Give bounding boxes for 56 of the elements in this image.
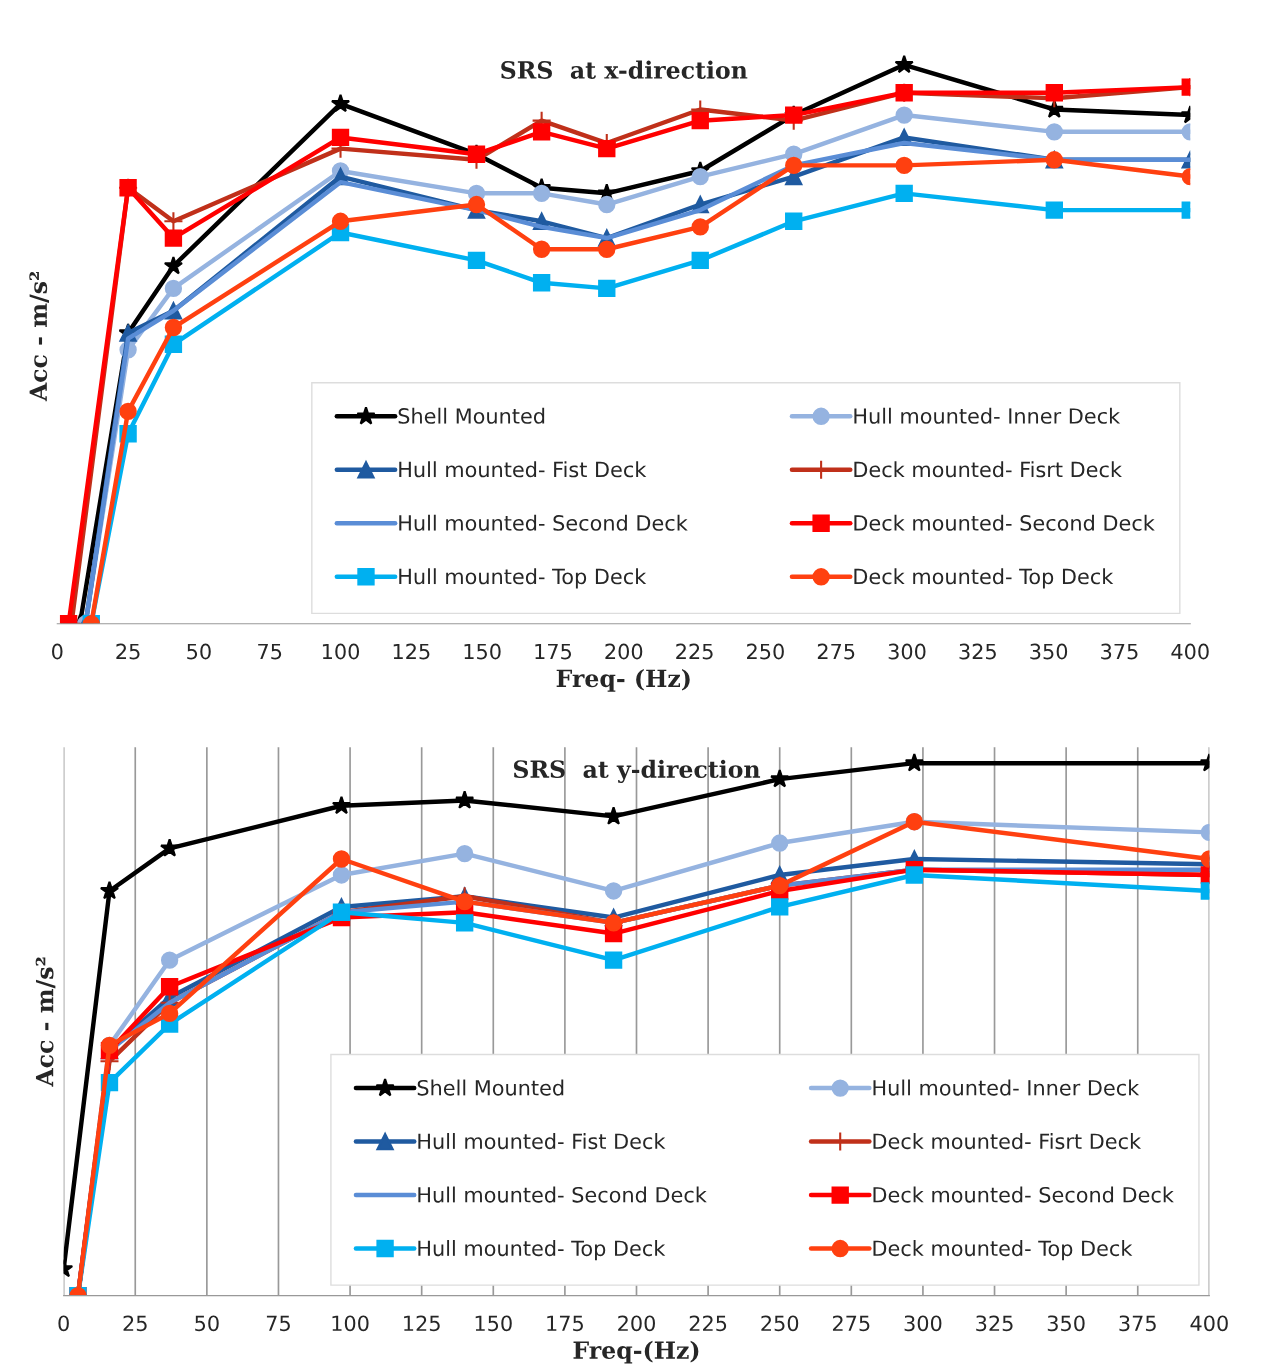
x-tick-label: 0 bbox=[58, 1315, 69, 1332]
x-tick-label: 25 bbox=[123, 1315, 147, 1332]
y-axis-title: Acc - m/s² bbox=[35, 957, 56, 1087]
legend-label: Hull mounted- Inner Deck bbox=[873, 1079, 1140, 1096]
legend-label: Deck mounted- Top Deck bbox=[873, 1240, 1133, 1261]
legend-label: Shell Mounted bbox=[417, 1079, 564, 1096]
x-tick-label: 150 bbox=[475, 1315, 512, 1332]
legend-label: Hull mounted- Top Deck bbox=[418, 1240, 666, 1261]
x-tick-label: 350 bbox=[1047, 1315, 1085, 1332]
legend-label: Hull mounted- Second Deck bbox=[399, 514, 688, 531]
x-tick-label: 0 bbox=[52, 643, 63, 660]
legend-label: Hull mounted- Top Deck bbox=[399, 568, 647, 589]
y-axis-title: Acc - m/s² bbox=[29, 271, 50, 402]
x-tick-label: 100 bbox=[332, 1315, 369, 1332]
x-tick-label: 125 bbox=[393, 643, 430, 660]
legend-label: Hull mounted- Second Deck bbox=[418, 1186, 707, 1203]
x-tick-label: 175 bbox=[547, 1315, 583, 1332]
legend-label: Hull mounted- Fist Deck bbox=[399, 461, 647, 478]
x-tick-label: 325 bbox=[976, 1315, 1013, 1332]
x-tick-label: 25 bbox=[116, 643, 140, 660]
x-tick-label: 150 bbox=[464, 643, 501, 660]
x-tick-label: 225 bbox=[676, 643, 713, 660]
legend-label: Deck mounted- Fisrt Deck bbox=[854, 461, 1122, 478]
x-axis-title: Freq- (Hz) bbox=[556, 668, 690, 692]
legend-label: Hull mounted- Inner Deck bbox=[854, 407, 1121, 424]
chart-title: SRS at y-direction bbox=[513, 759, 761, 783]
x-tick-label: 250 bbox=[747, 643, 784, 660]
chart-title: SRS at x-direction bbox=[501, 60, 748, 79]
legend-label: Deck mounted- Second Deck bbox=[854, 514, 1155, 531]
x-tick-label: 300 bbox=[904, 1315, 942, 1332]
x-tick-label: 300 bbox=[888, 643, 926, 660]
x-tick-label: 225 bbox=[689, 1315, 727, 1332]
x-tick-label: 350 bbox=[1030, 643, 1068, 660]
x-tick-label: 50 bbox=[187, 643, 211, 660]
x-tick-label: 100 bbox=[322, 643, 360, 660]
x-tick-label: 75 bbox=[266, 1315, 290, 1332]
legend-label: Hull mounted- Fist Deck bbox=[418, 1133, 666, 1150]
x-tick-label: 75 bbox=[258, 643, 282, 660]
legend-label: Deck mounted- Second Deck bbox=[873, 1186, 1174, 1203]
x-tick-label: 400 bbox=[1190, 1315, 1228, 1332]
x-tick-label: 125 bbox=[404, 1315, 440, 1332]
x-tick-label: 275 bbox=[832, 1315, 870, 1332]
x-tick-label: 50 bbox=[195, 1315, 219, 1332]
x-tick-label: 200 bbox=[605, 643, 643, 660]
x-tick-label: 375 bbox=[1119, 1315, 1156, 1332]
x-tick-label: 400 bbox=[1171, 643, 1209, 660]
legend-label: Shell Mounted bbox=[398, 407, 545, 424]
x-tick-label: 325 bbox=[959, 643, 996, 660]
x-tick-label: 175 bbox=[535, 643, 572, 660]
x-tick-label: 275 bbox=[817, 643, 855, 660]
x-axis-title: Freq-(Hz) bbox=[573, 1340, 699, 1364]
x-tick-label: 200 bbox=[618, 1315, 655, 1332]
x-tick-label: 250 bbox=[761, 1315, 799, 1332]
x-tick-label: 375 bbox=[1101, 643, 1138, 660]
legend-label: Deck mounted- Top Deck bbox=[854, 568, 1114, 589]
legend-label: Deck mounted- Fisrt Deck bbox=[873, 1133, 1142, 1150]
